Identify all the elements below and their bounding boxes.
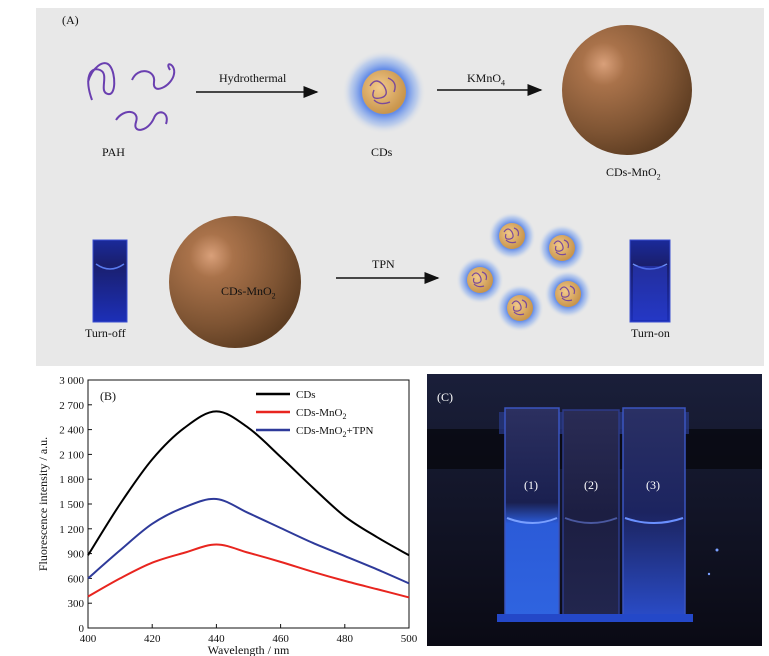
y-tick-label: 2 100 [59, 449, 84, 461]
cuvette-photo-graphics [427, 374, 762, 646]
fluorescence-chart: 0 300 600 900 1 200 1 500 1 800 2 100 2 400 2 700… [36, 375, 418, 656]
x-tick-label: 480 [337, 633, 354, 645]
y-tick-label: 1 800 [59, 474, 84, 486]
y-axis-label: Fluorescence intensity / a.u. [36, 437, 50, 571]
cds-label: CDs [371, 145, 393, 159]
cds-mno2-top-label: CDs-MnO2 [606, 165, 661, 182]
y-tick-label: 3 000 [59, 375, 84, 387]
y-tick-label: 1 200 [59, 524, 84, 536]
carbon-dot-icon [342, 50, 426, 134]
panel-a-label: (A) [62, 13, 79, 27]
y-tick-label: 2 400 [59, 425, 84, 437]
pah-polymer-icon [87, 62, 176, 131]
series-line-3 [87, 497, 410, 585]
cuvette-1-label: (1) [524, 478, 538, 492]
legend-label-1: CDs [296, 389, 316, 401]
y-tick-label: 600 [68, 573, 85, 585]
series-line-2 [87, 543, 410, 599]
cuvette-3 [622, 407, 686, 619]
legend-label-3: CDs-MnO2+TPN [296, 425, 373, 439]
plot-frame [87, 379, 410, 629]
vial-turn-on-icon [629, 239, 671, 323]
tpn-label: TPN [372, 257, 395, 271]
x-tick-label: 420 [144, 633, 161, 645]
y-tick-label: 900 [68, 549, 85, 561]
cds-mno2-sphere-top [562, 25, 692, 155]
panel-c-label: (C) [437, 390, 453, 404]
pah-label: PAH [102, 145, 125, 159]
panel-a-schematic: (A) PAH Hydrothermal CDs KMnO4 CDs-MnO2 … [36, 8, 764, 366]
kmno4-label: KMnO4 [467, 71, 506, 88]
panel-b-label: (B) [100, 389, 116, 403]
y-tick-label: 2 700 [59, 400, 84, 412]
legend-label-2: CDs-MnO2 [296, 407, 346, 421]
cuvette-3-label: (3) [646, 478, 660, 492]
x-tick-label: 400 [80, 633, 97, 645]
cuvette-2-label: (2) [584, 478, 598, 492]
series-line-1 [87, 410, 410, 557]
x-tick-label: 460 [272, 633, 289, 645]
turn-on-label: Turn-on [631, 326, 670, 340]
panel-a-graphics [87, 25, 692, 348]
hydrothermal-label: Hydrothermal [219, 71, 287, 85]
cds-mno2-middle-label: CDs-MnO2 [221, 284, 276, 301]
cuvette-photo: (C) (1) (2) (3) [427, 374, 762, 646]
cuvette-2 [562, 409, 620, 619]
x-tick-label: 440 [208, 633, 225, 645]
y-tick-label: 1 500 [59, 499, 84, 511]
cuvette-1 [504, 407, 560, 619]
cds-mno2-sphere-middle [169, 216, 301, 348]
x-tick-label: 500 [401, 633, 418, 645]
x-axis-label: Wavelength / nm [208, 643, 290, 656]
y-tick-label: 0 [79, 623, 85, 635]
y-tick-label: 300 [68, 598, 85, 610]
vial-turn-off-icon [92, 239, 128, 323]
turn-off-label: Turn-off [85, 326, 126, 340]
released-carbon-dots [455, 211, 593, 333]
